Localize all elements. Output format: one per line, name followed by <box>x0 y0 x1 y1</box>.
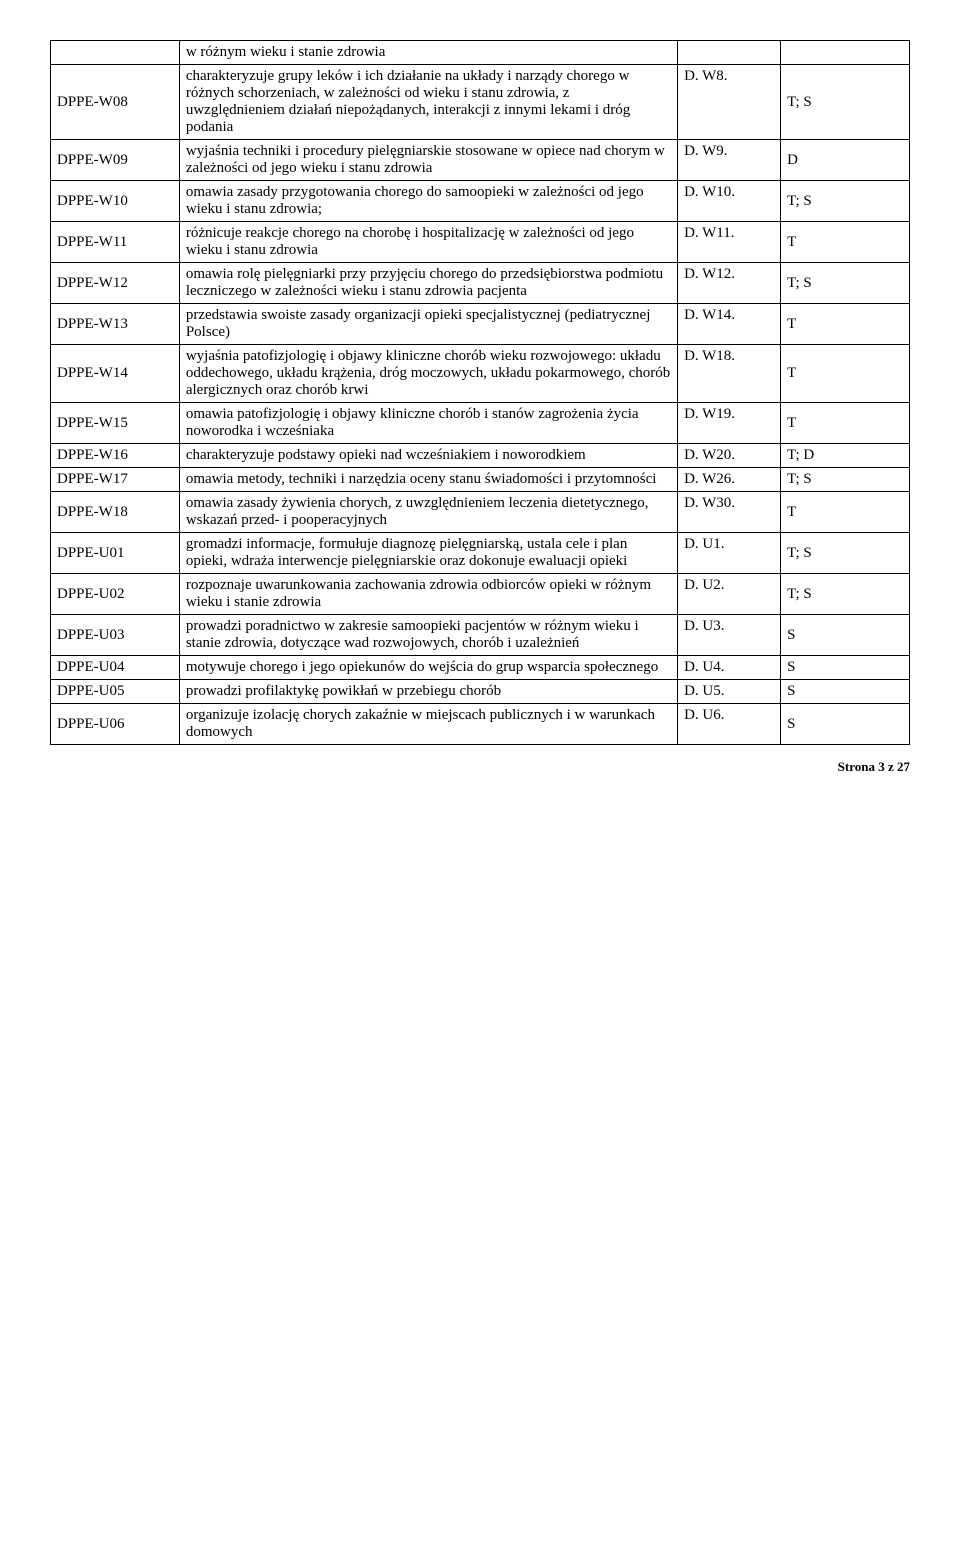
code-cell: DPPE-U04 <box>51 656 180 680</box>
tag-cell <box>781 41 910 65</box>
desc-cell: omawia metody, techniki i narzędzia ocen… <box>179 468 677 492</box>
tag-cell: T; D <box>781 444 910 468</box>
tag-cell: S <box>781 656 910 680</box>
ref-cell: D. W9. <box>678 140 781 181</box>
page-footer: Strona 3 z 27 <box>50 759 910 775</box>
desc-cell: omawia rolę pielęgniarki przy przyjęciu … <box>179 263 677 304</box>
table-row: DPPE-U04motywuje chorego i jego opiekunó… <box>51 656 910 680</box>
ref-cell: D. U6. <box>678 704 781 745</box>
tag-cell: T; S <box>781 574 910 615</box>
code-cell <box>51 41 180 65</box>
code-cell: DPPE-W15 <box>51 403 180 444</box>
ref-cell: D. W8. <box>678 65 781 140</box>
code-cell: DPPE-U02 <box>51 574 180 615</box>
desc-cell: różnicuje reakcje chorego na chorobę i h… <box>179 222 677 263</box>
tag-cell: T; S <box>781 468 910 492</box>
ref-cell: D. U3. <box>678 615 781 656</box>
table-row: DPPE-W17omawia metody, techniki i narzęd… <box>51 468 910 492</box>
tag-cell: T <box>781 345 910 403</box>
code-cell: DPPE-W10 <box>51 181 180 222</box>
ref-cell: D. W26. <box>678 468 781 492</box>
tag-cell: T <box>781 403 910 444</box>
code-cell: DPPE-W09 <box>51 140 180 181</box>
code-cell: DPPE-W13 <box>51 304 180 345</box>
tag-cell: T; S <box>781 65 910 140</box>
tag-cell: D <box>781 140 910 181</box>
desc-cell: wyjaśnia patofizjologię i objawy klinicz… <box>179 345 677 403</box>
code-cell: DPPE-U03 <box>51 615 180 656</box>
ref-cell: D. W19. <box>678 403 781 444</box>
code-cell: DPPE-W18 <box>51 492 180 533</box>
table-row: DPPE-W16charakteryzuje podstawy opieki n… <box>51 444 910 468</box>
code-cell: DPPE-W17 <box>51 468 180 492</box>
ref-cell: D. U1. <box>678 533 781 574</box>
table-row: w różnym wieku i stanie zdrowia <box>51 41 910 65</box>
tag-cell: S <box>781 704 910 745</box>
ref-cell: D. U5. <box>678 680 781 704</box>
code-cell: DPPE-W12 <box>51 263 180 304</box>
code-cell: DPPE-W14 <box>51 345 180 403</box>
table-row: DPPE-W18omawia zasady żywienia chorych, … <box>51 492 910 533</box>
desc-cell: omawia zasady przygotowania chorego do s… <box>179 181 677 222</box>
desc-cell: charakteryzuje grupy leków i ich działan… <box>179 65 677 140</box>
code-cell: DPPE-U06 <box>51 704 180 745</box>
tag-cell: T; S <box>781 263 910 304</box>
ref-cell: D. W18. <box>678 345 781 403</box>
table-row: DPPE-U06organizuje izolację chorych zaka… <box>51 704 910 745</box>
ref-cell: D. W30. <box>678 492 781 533</box>
tag-cell: S <box>781 615 910 656</box>
desc-cell: wyjaśnia techniki i procedury pielęgniar… <box>179 140 677 181</box>
tag-cell: T <box>781 304 910 345</box>
desc-cell: w różnym wieku i stanie zdrowia <box>179 41 677 65</box>
ref-cell: D. U2. <box>678 574 781 615</box>
ref-cell: D. W12. <box>678 263 781 304</box>
table-row: DPPE-W10omawia zasady przygotowania chor… <box>51 181 910 222</box>
code-cell: DPPE-U01 <box>51 533 180 574</box>
tag-cell: T <box>781 492 910 533</box>
desc-cell: gromadzi informacje, formułuje diagnozę … <box>179 533 677 574</box>
table-row: DPPE-W09wyjaśnia techniki i procedury pi… <box>51 140 910 181</box>
tag-cell: T <box>781 222 910 263</box>
table-row: DPPE-U05prowadzi profilaktykę powikłań w… <box>51 680 910 704</box>
table-row: DPPE-W14wyjaśnia patofizjologię i objawy… <box>51 345 910 403</box>
desc-cell: omawia zasady żywienia chorych, z uwzglę… <box>179 492 677 533</box>
table-row: DPPE-U03prowadzi poradnictwo w zakresie … <box>51 615 910 656</box>
ref-cell: D. W10. <box>678 181 781 222</box>
table-row: DPPE-W13przedstawia swoiste zasady organ… <box>51 304 910 345</box>
desc-cell: prowadzi poradnictwo w zakresie samoopie… <box>179 615 677 656</box>
code-cell: DPPE-W08 <box>51 65 180 140</box>
table-row: DPPE-W12omawia rolę pielęgniarki przy pr… <box>51 263 910 304</box>
desc-cell: rozpoznaje uwarunkowania zachowania zdro… <box>179 574 677 615</box>
desc-cell: prowadzi profilaktykę powikłań w przebie… <box>179 680 677 704</box>
ref-cell <box>678 41 781 65</box>
code-cell: DPPE-W11 <box>51 222 180 263</box>
desc-cell: omawia patofizjologię i objawy kliniczne… <box>179 403 677 444</box>
table-row: DPPE-U01gromadzi informacje, formułuje d… <box>51 533 910 574</box>
tag-cell: S <box>781 680 910 704</box>
code-cell: DPPE-W16 <box>51 444 180 468</box>
table-row: DPPE-W11różnicuje reakcje chorego na cho… <box>51 222 910 263</box>
ref-cell: D. W20. <box>678 444 781 468</box>
tag-cell: T; S <box>781 533 910 574</box>
table-row: DPPE-W15omawia patofizjologię i objawy k… <box>51 403 910 444</box>
ref-cell: D. W14. <box>678 304 781 345</box>
desc-cell: charakteryzuje podstawy opieki nad wcześ… <box>179 444 677 468</box>
table-row: DPPE-W08charakteryzuje grupy leków i ich… <box>51 65 910 140</box>
table-row: DPPE-U02rozpoznaje uwarunkowania zachowa… <box>51 574 910 615</box>
ref-cell: D. U4. <box>678 656 781 680</box>
tag-cell: T; S <box>781 181 910 222</box>
ref-cell: D. W11. <box>678 222 781 263</box>
desc-cell: organizuje izolację chorych zakaźnie w m… <box>179 704 677 745</box>
code-cell: DPPE-U05 <box>51 680 180 704</box>
desc-cell: przedstawia swoiste zasady organizacji o… <box>179 304 677 345</box>
content-table: w różnym wieku i stanie zdrowiaDPPE-W08c… <box>50 40 910 745</box>
desc-cell: motywuje chorego i jego opiekunów do wej… <box>179 656 677 680</box>
